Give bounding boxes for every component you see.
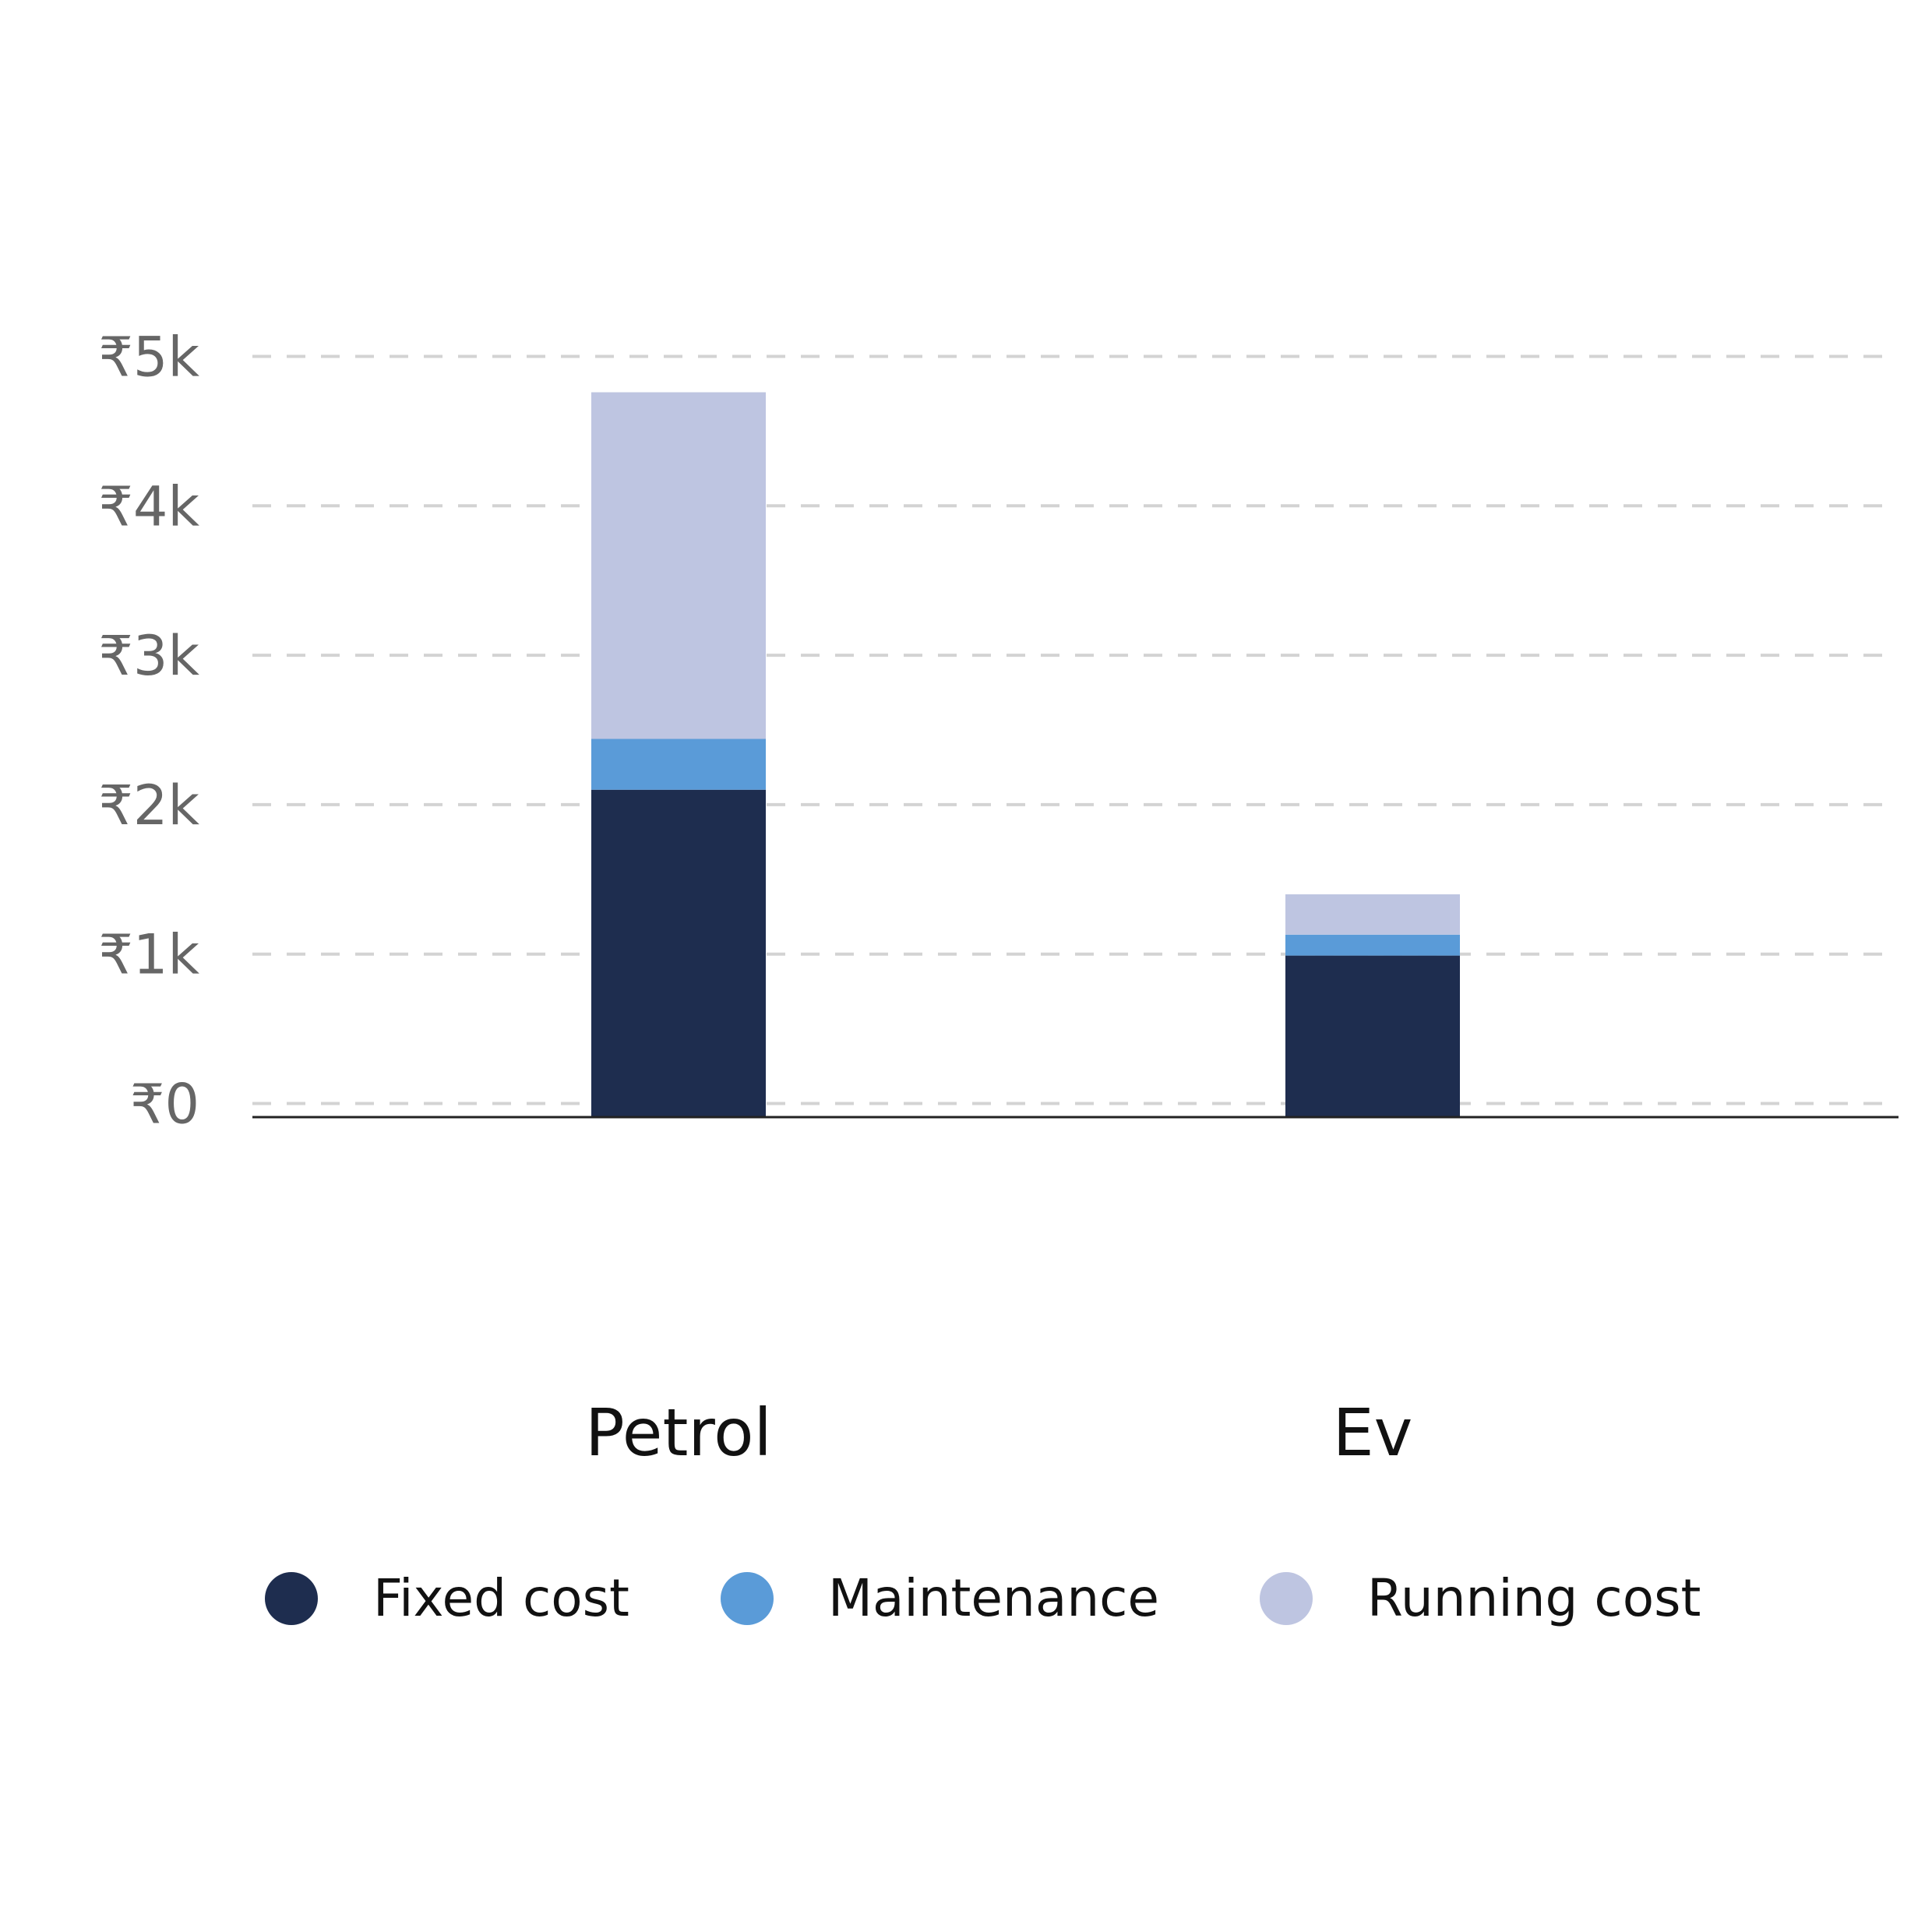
bar-segment-ev-running-cost bbox=[1285, 894, 1460, 935]
legend-swatch-icon bbox=[721, 1572, 774, 1625]
legend-swatch-icon bbox=[1260, 1572, 1313, 1625]
legend-item-fixed-cost: Fixed cost bbox=[265, 1568, 629, 1628]
bar-segment-petrol-fixed-cost bbox=[591, 789, 766, 1117]
y-axis-ticks: ₹0 ₹1k ₹2k ₹3k ₹4k ₹5k bbox=[98, 326, 199, 1137]
x-axis-ticks: Petrol Ev bbox=[585, 1394, 1412, 1471]
legend: Fixed cost Maintenance Running cost bbox=[265, 1568, 1701, 1628]
y-tick-label: ₹4k bbox=[98, 474, 199, 538]
bars bbox=[591, 392, 1460, 1117]
gridlines bbox=[252, 354, 1886, 1105]
y-tick-label: ₹1k bbox=[98, 923, 199, 987]
x-tick-label: Petrol bbox=[585, 1394, 772, 1471]
legend-label: Fixed cost bbox=[373, 1568, 629, 1628]
y-tick-label: ₹3k bbox=[98, 624, 199, 688]
legend-swatch-icon bbox=[265, 1572, 318, 1625]
bar-segment-ev-maintenance bbox=[1285, 934, 1460, 956]
y-tick-label: ₹2k bbox=[98, 774, 199, 837]
legend-label: Running cost bbox=[1367, 1568, 1701, 1628]
bar-segment-ev-fixed-cost bbox=[1285, 955, 1460, 1117]
y-tick-label: ₹5k bbox=[98, 326, 199, 390]
bar-segment-petrol-running-cost bbox=[591, 392, 766, 739]
legend-label: Maintenance bbox=[828, 1568, 1159, 1628]
x-tick-label: Ev bbox=[1333, 1394, 1413, 1471]
legend-item-running-cost: Running cost bbox=[1260, 1568, 1701, 1628]
y-tick-label: ₹0 bbox=[130, 1073, 199, 1137]
bar-segment-petrol-maintenance bbox=[591, 739, 766, 790]
legend-item-maintenance: Maintenance bbox=[721, 1568, 1159, 1628]
